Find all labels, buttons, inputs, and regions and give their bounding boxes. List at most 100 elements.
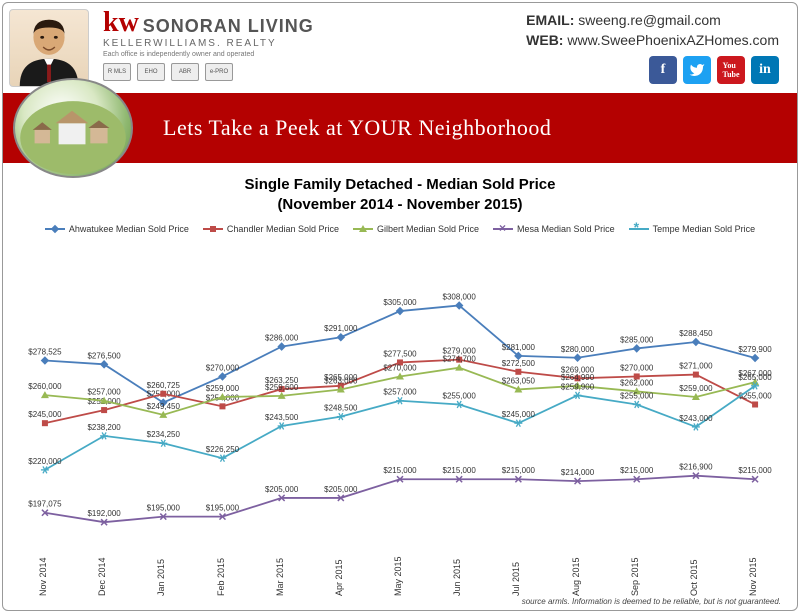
x-tick-label: Aug 2015: [571, 557, 581, 596]
svg-text:$243,000: $243,000: [679, 414, 713, 423]
svg-text:$245,000: $245,000: [502, 410, 536, 419]
certification-row: R MLS EHO ABR e-PRO: [103, 63, 233, 81]
svg-text:$205,000: $205,000: [265, 485, 299, 494]
cert-badge: R MLS: [103, 63, 131, 81]
svg-text:$216,900: $216,900: [679, 463, 713, 472]
x-tick-label: Mar 2015: [275, 558, 285, 596]
svg-text:$274,700: $274,700: [443, 355, 477, 364]
x-tick-label: Nov 2014: [38, 557, 48, 596]
svg-text:$226,250: $226,250: [206, 445, 240, 454]
svg-text:$265,000: $265,000: [738, 373, 772, 382]
web-line: WEB: www.SweePhoenixAZHomes.com: [526, 31, 779, 51]
svg-text:$270,000: $270,000: [620, 363, 654, 372]
svg-text:$249,450: $249,450: [147, 402, 181, 411]
banner: Lets Take a Peek at YOUR Neighborhood: [3, 93, 797, 163]
svg-text:$220,000: $220,000: [28, 457, 62, 466]
chart-legend: Ahwatukee Median Sold Price Chandler Medi…: [3, 224, 797, 234]
svg-text:$285,000: $285,000: [620, 335, 654, 344]
svg-text:$257,000: $257,000: [383, 388, 417, 397]
svg-text:$195,000: $195,000: [147, 504, 181, 513]
svg-text:$259,600: $259,600: [265, 383, 299, 392]
footer-note: source armls. Information is deemed to b…: [522, 597, 781, 606]
svg-text:$215,000: $215,000: [383, 466, 417, 475]
svg-text:$248,500: $248,500: [324, 404, 358, 413]
x-axis-labels: Nov 2014 Dec 2014 Jan 2015 Feb 2015 Mar 2015…: [15, 550, 785, 596]
svg-text:$205,000: $205,000: [324, 485, 358, 494]
header: kw SONORAN LIVING KELLERWILLIAMS. REALTY…: [3, 3, 797, 93]
svg-text:$215,000: $215,000: [502, 466, 536, 475]
svg-text:$255,000: $255,000: [620, 391, 654, 400]
svg-text:$288,450: $288,450: [679, 329, 713, 338]
x-tick-label: Nov 2015: [748, 557, 758, 596]
svg-text:$263,050: $263,050: [502, 376, 536, 385]
brand-sub: KELLERWILLIAMS. REALTY: [103, 38, 314, 49]
svg-text:$197,075: $197,075: [28, 500, 62, 509]
svg-text:$270,000: $270,000: [206, 363, 240, 372]
legend-item: Mesa Median Sold Price: [493, 224, 615, 234]
x-tick-label: Apr 2015: [334, 559, 344, 596]
svg-text:$272,500: $272,500: [502, 359, 536, 368]
svg-text:$260,725: $260,725: [147, 381, 181, 390]
legend-item: Gilbert Median Sold Price: [353, 224, 479, 234]
linkedin-icon[interactable]: in: [751, 56, 779, 84]
chart-title: Single Family Detached - Median Sold Pri…: [3, 175, 797, 214]
svg-text:$234,250: $234,250: [147, 430, 181, 439]
legend-item: Ahwatukee Median Sold Price: [45, 224, 189, 234]
card: kw SONORAN LIVING KELLERWILLIAMS. REALTY…: [2, 2, 798, 611]
facebook-icon[interactable]: f: [649, 56, 677, 84]
svg-text:$259,000: $259,000: [679, 384, 713, 393]
chart-plot: $278,525$276,500$256,000$270,000$286,000…: [15, 273, 785, 564]
svg-text:$280,000: $280,000: [561, 345, 595, 354]
svg-text:$271,000: $271,000: [679, 362, 713, 371]
legend-item: Tempe Median Sold Price: [629, 224, 756, 234]
agent-photo: [9, 9, 89, 87]
svg-text:$259,900: $259,900: [561, 382, 595, 391]
neighborhood-icon: [13, 78, 133, 178]
x-tick-label: Oct 2015: [689, 559, 699, 596]
x-tick-label: Dec 2014: [97, 557, 107, 596]
cert-badge: e-PRO: [205, 63, 233, 81]
svg-text:$308,000: $308,000: [443, 292, 477, 301]
brand-kw: kw: [103, 9, 139, 37]
twitter-icon[interactable]: [683, 56, 711, 84]
legend-item: Chandler Median Sold Price: [203, 224, 339, 234]
svg-text:$305,000: $305,000: [383, 298, 417, 307]
svg-text:$286,000: $286,000: [265, 334, 299, 343]
svg-text:$259,000: $259,000: [206, 384, 240, 393]
svg-text:$192,000: $192,000: [87, 509, 121, 518]
brand-tagline: Each office is independently owner and o…: [103, 51, 314, 58]
svg-text:$276,500: $276,500: [87, 351, 121, 360]
svg-text:$277,500: $277,500: [383, 349, 417, 358]
svg-text:$238,200: $238,200: [87, 423, 121, 432]
svg-text:$195,000: $195,000: [206, 504, 240, 513]
svg-text:$263,000: $263,000: [324, 376, 358, 385]
svg-text:$279,900: $279,900: [738, 345, 772, 354]
x-tick-label: Jun 2015: [452, 559, 462, 596]
youtube-icon[interactable]: YouTube: [717, 56, 745, 84]
svg-text:$264,990: $264,990: [561, 373, 595, 382]
svg-text:$262,000: $262,000: [620, 378, 654, 387]
svg-text:$215,000: $215,000: [620, 466, 654, 475]
brand-logo: kw SONORAN LIVING KELLERWILLIAMS. REALTY…: [103, 9, 314, 58]
svg-text:$260,000: $260,000: [28, 382, 62, 391]
svg-text:$243,500: $243,500: [265, 413, 299, 422]
cert-badge: ABR: [171, 63, 199, 81]
x-tick-label: Jan 2015: [156, 559, 166, 596]
x-tick-label: Sep 2015: [630, 557, 640, 596]
cert-badge: EHO: [137, 63, 165, 81]
social-row: f YouTube in: [526, 56, 779, 84]
svg-text:$257,000: $257,000: [87, 388, 121, 397]
svg-text:$215,000: $215,000: [443, 466, 477, 475]
svg-text:$270,000: $270,000: [383, 363, 417, 372]
email-line: EMAIL: sweeng.re@gmail.com: [526, 11, 779, 31]
brand-name: SONORAN LIVING: [143, 17, 314, 37]
svg-text:$245,000: $245,000: [28, 410, 62, 419]
svg-text:$278,525: $278,525: [28, 347, 62, 356]
x-tick-label: May 2015: [393, 556, 403, 596]
x-tick-label: Feb 2015: [216, 558, 226, 596]
contact-block: EMAIL: sweeng.re@gmail.com WEB: www.Swee…: [526, 11, 779, 84]
svg-text:$255,000: $255,000: [443, 391, 477, 400]
svg-text:$214,000: $214,000: [561, 468, 595, 477]
x-tick-label: Jul 2015: [511, 562, 521, 596]
svg-text:$281,000: $281,000: [502, 343, 536, 352]
